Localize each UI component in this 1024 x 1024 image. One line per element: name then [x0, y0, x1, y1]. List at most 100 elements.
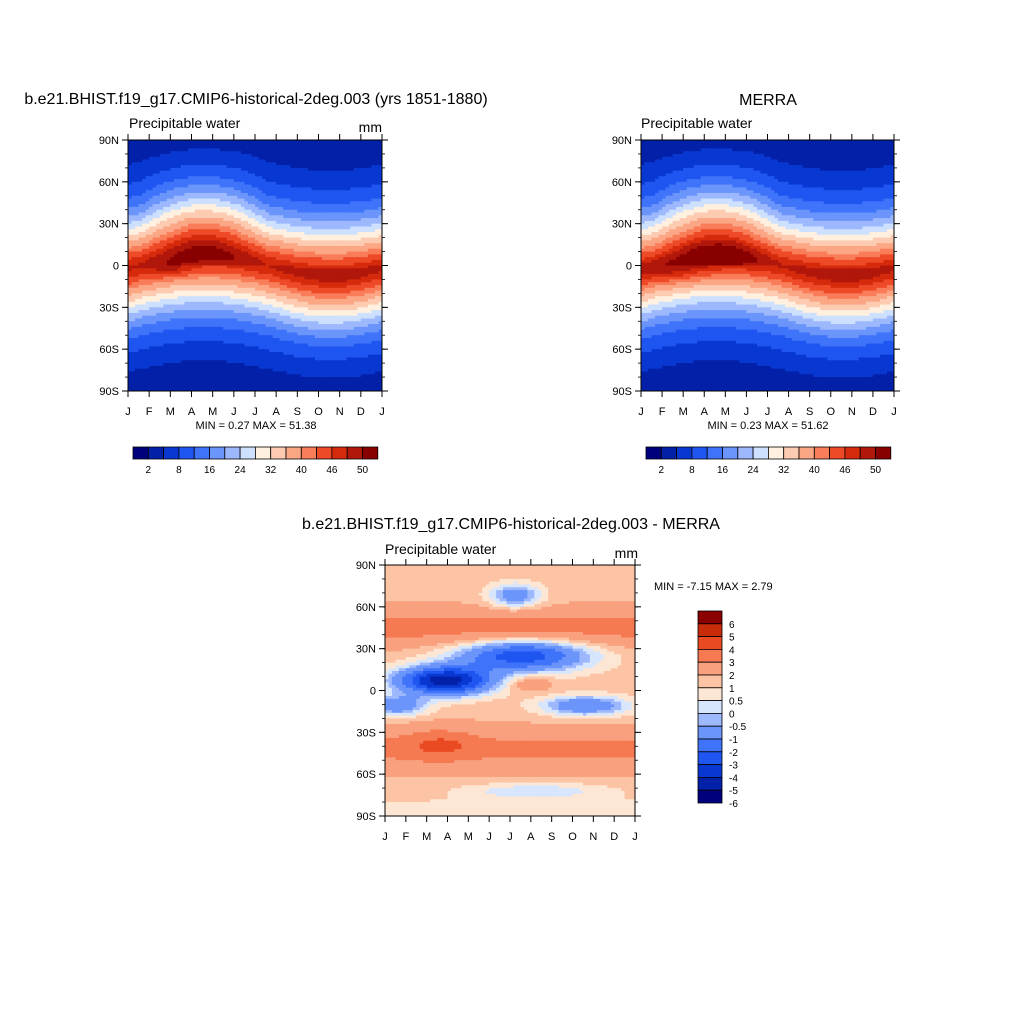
- heatmap-cell: [195, 209, 200, 214]
- heatmap-cell: [159, 204, 164, 208]
- heatmap-cell: [237, 329, 242, 334]
- heatmap-cell: [339, 312, 344, 317]
- heatmap-cell: [142, 251, 147, 255]
- heatmap-cell: [279, 287, 284, 292]
- heatmap-cell: [195, 145, 200, 149]
- heatmap-cell: [329, 212, 334, 216]
- heatmap-cell: [329, 265, 334, 269]
- heatmap-cell: [367, 324, 373, 328]
- heatmap-cell: [198, 179, 203, 183]
- heatmap-cell: [329, 173, 334, 177]
- heatmap-cell: [276, 268, 281, 272]
- heatmap-cell: [329, 204, 334, 208]
- heatmap-cell: [255, 226, 260, 230]
- heatmap-cell: [300, 187, 305, 191]
- heatmap-cell: [343, 192, 348, 197]
- heatmap-cell: [290, 240, 295, 244]
- heatmap-cell: [276, 254, 281, 258]
- heatmap-cell: [371, 165, 376, 169]
- heatmap-cell: [353, 151, 358, 155]
- heatmap-cell: [322, 184, 327, 189]
- heatmap-cell: [219, 165, 224, 169]
- heatmap-cell: [223, 287, 228, 292]
- heatmap-cell: [286, 232, 291, 236]
- heatmap-cell: [272, 290, 277, 294]
- heatmap-cell: [149, 329, 154, 334]
- heatmap-cell: [166, 165, 171, 169]
- heatmap-cell: [128, 167, 133, 172]
- heatmap-cell: [163, 226, 168, 230]
- heatmap-cell: [329, 170, 334, 175]
- heatmap-cell: [173, 296, 178, 300]
- heatmap-cell: [202, 190, 207, 194]
- heatmap-cell: [209, 201, 214, 205]
- heatmap-cell: [286, 140, 291, 144]
- heatmap-cell: [149, 148, 154, 152]
- heatmap-cell: [286, 215, 291, 219]
- heatmap-cell: [226, 151, 231, 155]
- heatmap-cell: [216, 162, 221, 166]
- heatmap-cell: [318, 276, 323, 281]
- heatmap-cell: [318, 265, 323, 269]
- heatmap-cell: [156, 276, 161, 281]
- heatmap-cell: [152, 318, 157, 322]
- heatmap-cell: [233, 296, 238, 300]
- heatmap-cell: [353, 307, 358, 311]
- heatmap-cell: [152, 212, 157, 216]
- heatmap-cell: [173, 167, 178, 172]
- heatmap-cell: [212, 192, 217, 197]
- heatmap-cell: [173, 324, 178, 328]
- heatmap-cell: [300, 265, 305, 269]
- heatmap-cell: [329, 176, 334, 180]
- heatmap-cell: [251, 243, 256, 247]
- heatmap-cell: [205, 167, 210, 172]
- heatmap-cell: [180, 184, 186, 189]
- heatmap-cell: [279, 324, 284, 328]
- heatmap-cell: [163, 206, 168, 211]
- heatmap-cell: [191, 212, 196, 216]
- heatmap-cell: [343, 254, 348, 258]
- heatmap-cell: [247, 209, 253, 214]
- heatmap-cell: [223, 262, 228, 267]
- units-model: mm: [359, 119, 382, 135]
- heatmap-cell: [198, 170, 203, 175]
- heatmap-cell: [269, 229, 274, 233]
- heatmap-cell: [187, 240, 193, 244]
- heatmap-cell: [314, 206, 320, 211]
- heatmap-cell: [212, 167, 217, 172]
- heatmap-cell: [325, 151, 330, 155]
- heatmap-cell: [269, 206, 274, 211]
- heatmap-cell: [311, 218, 316, 222]
- heatmap-cell: [145, 226, 150, 230]
- heatmap-cell: [314, 262, 320, 267]
- heatmap-cell: [286, 285, 291, 289]
- heatmap-cell: [223, 329, 228, 334]
- heatmap-cell: [364, 195, 369, 200]
- heatmap-cell: [360, 229, 365, 233]
- heatmap-cell: [357, 273, 362, 278]
- heatmap-cell: [378, 187, 382, 191]
- heatmap-cell: [258, 268, 263, 272]
- heatmap-cell: [350, 187, 355, 191]
- heatmap-cell: [212, 245, 217, 250]
- heatmap-cell: [205, 142, 210, 147]
- heatmap-cell: [233, 318, 238, 322]
- heatmap-cell: [195, 273, 200, 278]
- heatmap-cell: [374, 159, 380, 163]
- heatmap-cell: [304, 151, 309, 155]
- heatmap-cell: [170, 190, 175, 194]
- heatmap-cell: [258, 271, 263, 275]
- heatmap-cell: [262, 287, 267, 292]
- heatmap-cell: [339, 290, 344, 294]
- heatmap-cell: [329, 310, 334, 314]
- heatmap-cell: [209, 218, 214, 222]
- heatmap-cell: [198, 165, 203, 169]
- heatmap-cell: [191, 184, 196, 189]
- heatmap-cell: [159, 287, 164, 292]
- heatmap-cell: [336, 251, 341, 255]
- heatmap-cell: [336, 296, 341, 300]
- heatmap-cell: [314, 237, 320, 241]
- heatmap-cell: [191, 318, 196, 322]
- heatmap-cell: [173, 151, 178, 155]
- heatmap-cell: [177, 332, 182, 336]
